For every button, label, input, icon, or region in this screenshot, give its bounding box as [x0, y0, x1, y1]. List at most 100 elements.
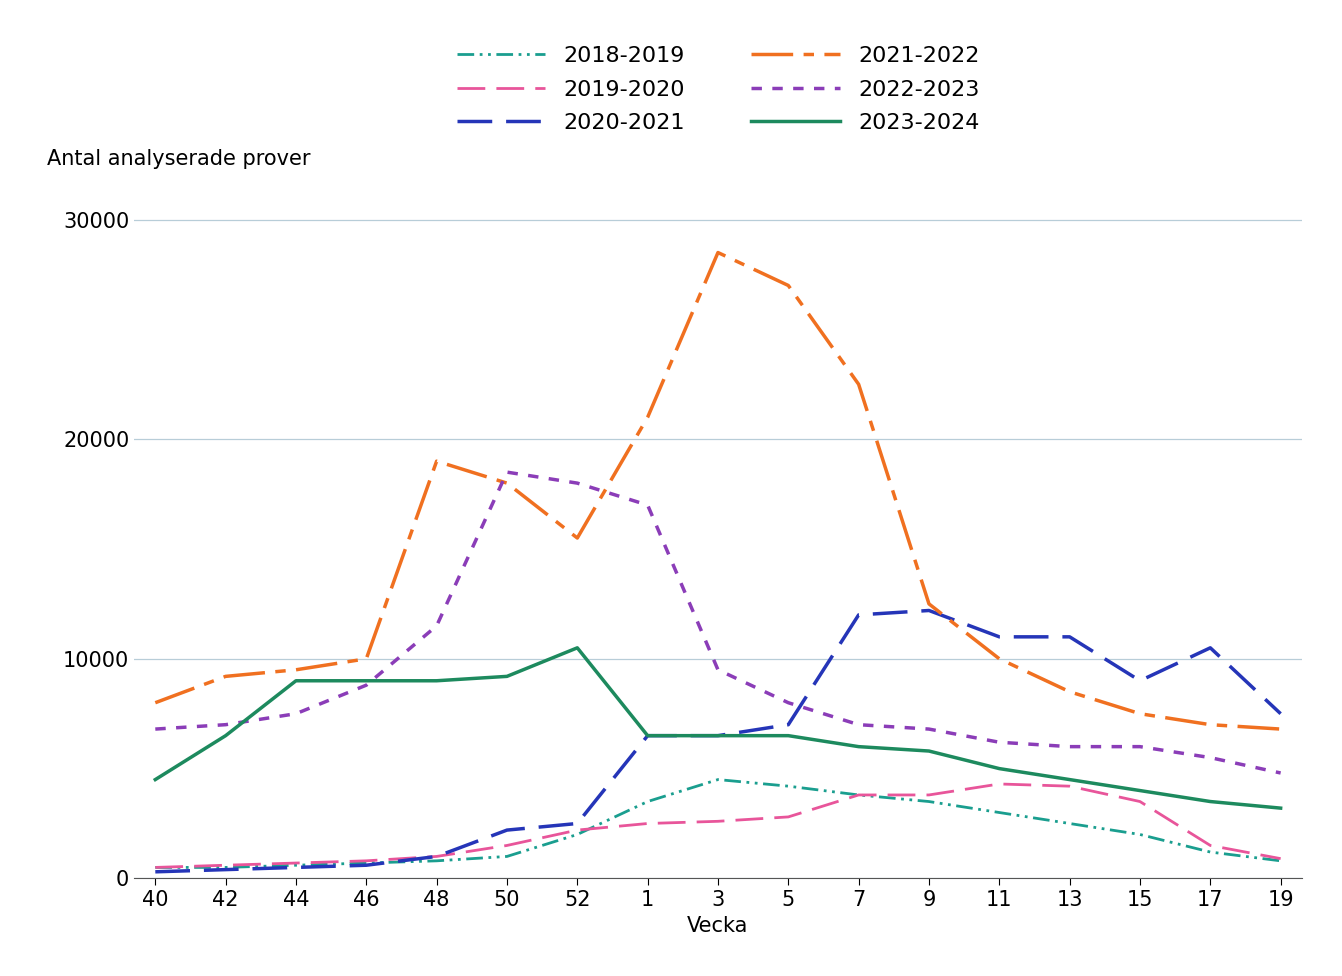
2022-2023 [1202, 752, 1219, 763]
Line: 2023-2024: 2023-2024 [156, 648, 1280, 808]
2019-2020 [358, 855, 374, 867]
2021-2022 [499, 477, 515, 489]
2020-2021 [1202, 642, 1219, 654]
2018-2019 [1062, 818, 1078, 830]
2023-2024 [710, 730, 726, 742]
2019-2020 [1062, 781, 1078, 793]
2023-2024 [499, 671, 515, 682]
2019-2020 [569, 824, 585, 835]
2022-2023 [640, 500, 656, 511]
2023-2024 [992, 763, 1008, 775]
2023-2024 [1062, 774, 1078, 786]
2019-2020 [710, 816, 726, 828]
2019-2020 [217, 860, 234, 872]
2022-2023 [992, 737, 1008, 749]
2018-2019 [428, 855, 444, 867]
2018-2019 [1131, 829, 1147, 840]
2018-2019 [992, 806, 1008, 818]
2022-2023 [358, 679, 374, 691]
2021-2022 [992, 653, 1008, 665]
2022-2023 [1062, 741, 1078, 752]
2022-2023 [921, 723, 937, 735]
Line: 2020-2021: 2020-2021 [156, 611, 1280, 872]
Line: 2018-2019: 2018-2019 [156, 780, 1280, 868]
Line: 2019-2020: 2019-2020 [156, 784, 1280, 868]
2018-2019 [358, 857, 374, 869]
Line: 2021-2022: 2021-2022 [156, 253, 1280, 729]
2019-2020 [1131, 795, 1147, 807]
2022-2023 [148, 723, 164, 735]
2022-2023 [499, 467, 515, 478]
2020-2021 [710, 730, 726, 742]
2020-2021 [1062, 631, 1078, 643]
2018-2019 [217, 862, 234, 874]
2021-2022 [780, 279, 796, 291]
2022-2023 [569, 477, 585, 489]
2019-2020 [499, 839, 515, 851]
2021-2022 [1131, 708, 1147, 719]
2023-2024 [1131, 785, 1147, 796]
2018-2019 [640, 795, 656, 807]
2021-2022 [358, 653, 374, 665]
2020-2021 [569, 818, 585, 830]
2021-2022 [1062, 686, 1078, 698]
2020-2021 [148, 866, 164, 877]
2018-2019 [499, 851, 515, 863]
2021-2022 [428, 455, 444, 468]
2023-2024 [1202, 795, 1219, 807]
2020-2021 [1272, 708, 1288, 719]
2023-2024 [780, 730, 796, 742]
2022-2023 [289, 708, 305, 719]
2022-2023 [780, 697, 796, 709]
2020-2021 [428, 851, 444, 863]
2022-2023 [710, 664, 726, 675]
2019-2020 [992, 778, 1008, 790]
2021-2022 [289, 664, 305, 675]
2019-2020 [428, 851, 444, 863]
2023-2024 [217, 730, 234, 742]
2020-2021 [499, 824, 515, 835]
2018-2019 [1272, 855, 1288, 867]
2019-2020 [289, 857, 305, 869]
2023-2024 [428, 675, 444, 687]
2023-2024 [1272, 802, 1288, 814]
2021-2022 [1202, 718, 1219, 730]
2018-2019 [851, 789, 867, 800]
2020-2021 [217, 864, 234, 875]
2020-2021 [780, 718, 796, 730]
2021-2022 [710, 247, 726, 259]
2022-2023 [851, 718, 867, 730]
2021-2022 [148, 697, 164, 709]
2023-2024 [640, 730, 656, 742]
2020-2021 [640, 730, 656, 742]
2018-2019 [710, 774, 726, 786]
2020-2021 [358, 860, 374, 872]
2018-2019 [780, 781, 796, 793]
2023-2024 [148, 774, 164, 786]
2022-2023 [428, 620, 444, 631]
2018-2019 [1202, 846, 1219, 858]
2019-2020 [851, 789, 867, 800]
Text: Antal analyserade prover: Antal analyserade prover [47, 148, 310, 169]
2021-2022 [569, 532, 585, 544]
2021-2022 [217, 671, 234, 682]
Line: 2022-2023: 2022-2023 [156, 472, 1280, 773]
2020-2021 [1131, 675, 1147, 687]
2023-2024 [358, 675, 374, 687]
2020-2021 [851, 609, 867, 621]
2023-2024 [851, 741, 867, 752]
2022-2023 [1131, 741, 1147, 752]
2018-2019 [921, 795, 937, 807]
2019-2020 [921, 789, 937, 800]
2021-2022 [851, 379, 867, 390]
2018-2019 [148, 862, 164, 874]
2018-2019 [569, 829, 585, 840]
2019-2020 [640, 818, 656, 830]
2018-2019 [289, 860, 305, 872]
2022-2023 [1272, 767, 1288, 779]
2020-2021 [921, 605, 937, 617]
2023-2024 [569, 642, 585, 654]
2019-2020 [780, 811, 796, 823]
2023-2024 [921, 746, 937, 757]
2019-2020 [148, 862, 164, 874]
